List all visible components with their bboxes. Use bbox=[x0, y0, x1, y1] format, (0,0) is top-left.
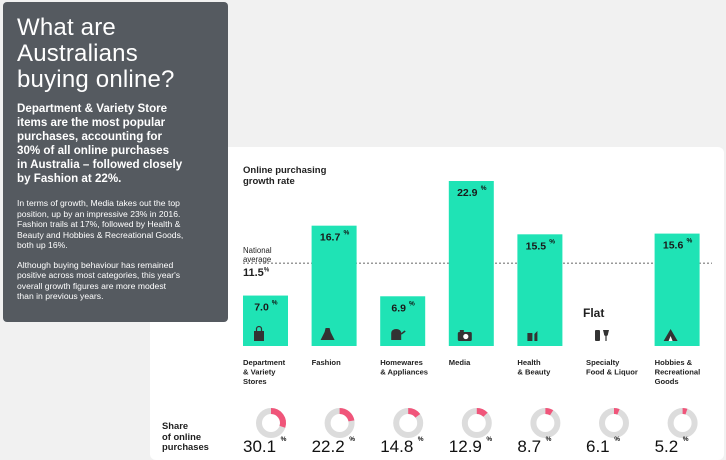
intro-panel: What are Australians buying online? Depa… bbox=[3, 2, 228, 322]
category-label: Food & Liquor bbox=[586, 368, 638, 377]
category-label: Homewares bbox=[380, 358, 423, 367]
share-ring-arc bbox=[476, 408, 488, 418]
share-ring-arc bbox=[407, 408, 421, 418]
shopping-bag-icon bbox=[254, 325, 264, 341]
share-value: 14.8 bbox=[380, 437, 413, 456]
category-label: Department bbox=[243, 358, 286, 367]
share-ring-arc bbox=[339, 408, 355, 422]
bar-value-percent: % bbox=[481, 185, 487, 192]
chart-title: Online purchasing growth rate bbox=[243, 165, 327, 187]
national-average-value: 11.5% bbox=[243, 267, 270, 279]
bar-value-label: 22.9 bbox=[457, 187, 478, 199]
tent-icon bbox=[663, 329, 678, 341]
share-ring-arc bbox=[545, 408, 554, 416]
share-percent: % bbox=[418, 436, 424, 443]
bar-value-percent: % bbox=[272, 300, 278, 307]
camera-icon bbox=[457, 330, 472, 341]
bar bbox=[243, 295, 288, 346]
share-ring-arc bbox=[682, 408, 688, 415]
share-percent: % bbox=[683, 436, 689, 443]
category-label: Recreational bbox=[655, 368, 701, 377]
bar-value-label: 16.7 bbox=[320, 232, 341, 244]
share-ring-track bbox=[530, 408, 561, 438]
share-ring-track bbox=[599, 408, 629, 438]
share-ring-arc bbox=[613, 408, 620, 415]
bar-value-percent: % bbox=[687, 238, 693, 245]
page-title: What are Australians buying online? bbox=[17, 14, 175, 93]
category-label: Health bbox=[517, 358, 541, 367]
flat-label: Flat bbox=[583, 306, 605, 320]
share-value: 22.2 bbox=[312, 437, 345, 456]
bar-value-label: 15.6 bbox=[663, 240, 684, 252]
share-percent: % bbox=[546, 436, 552, 443]
share-value: 5.2 bbox=[655, 437, 679, 456]
bar-value-label: 15.5 bbox=[526, 240, 547, 252]
kettle-icon bbox=[391, 329, 406, 340]
category-label: & Beauty bbox=[517, 368, 551, 377]
share-ring-arc bbox=[270, 408, 286, 428]
bar bbox=[654, 233, 700, 346]
share-value: 6.1 bbox=[586, 437, 610, 456]
bar-value-label: 7.0 bbox=[254, 302, 269, 314]
category-label: Stores bbox=[243, 377, 267, 386]
share-percent: % bbox=[486, 436, 492, 443]
category-label: Goods bbox=[655, 377, 679, 386]
lipstick-icon bbox=[527, 331, 538, 341]
share-percent: % bbox=[281, 436, 287, 443]
bar-value-percent: % bbox=[409, 300, 415, 307]
national-average-label: National average bbox=[243, 246, 272, 264]
share-percent: % bbox=[614, 436, 620, 443]
category-label: Media bbox=[449, 358, 471, 367]
share-value: 12.9 bbox=[449, 437, 482, 456]
bar bbox=[380, 296, 426, 346]
share-value: 8.7 bbox=[517, 437, 541, 456]
category-label: & Variety bbox=[243, 368, 276, 377]
share-ring-track bbox=[667, 408, 698, 438]
category-label: Hobbies & bbox=[655, 358, 693, 367]
behaviour-paragraph: Although buying behaviour has remained p… bbox=[17, 259, 181, 302]
dress-icon bbox=[320, 328, 335, 340]
bar-value-label: 6.9 bbox=[391, 302, 406, 314]
growth-paragraph: In terms of growth, Media takes out the … bbox=[17, 198, 184, 250]
lead-paragraph: Department & Variety Store items are the… bbox=[17, 102, 183, 185]
wine-icon bbox=[595, 330, 609, 341]
bar bbox=[448, 181, 494, 346]
bar-value-percent: % bbox=[344, 230, 350, 237]
share-percent: % bbox=[349, 436, 355, 443]
category-label: Specialty bbox=[586, 358, 620, 367]
bar-value-percent: % bbox=[549, 238, 555, 245]
bar bbox=[311, 225, 357, 346]
category-label: Fashion bbox=[312, 358, 341, 367]
bar bbox=[517, 234, 563, 346]
category-label: & Appliances bbox=[380, 368, 428, 377]
share-label: Share of online purchases bbox=[162, 420, 209, 452]
share-value: 30.1 bbox=[243, 437, 276, 456]
